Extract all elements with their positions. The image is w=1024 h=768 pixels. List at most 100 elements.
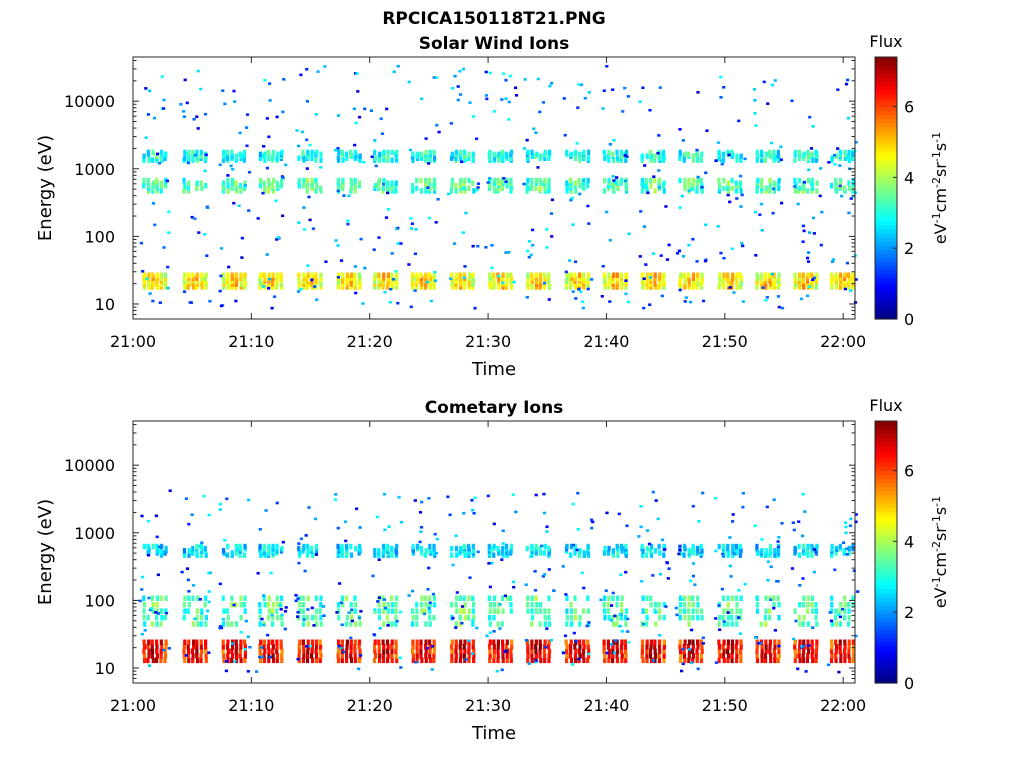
flux-cell bbox=[760, 157, 764, 163]
flux-cell bbox=[777, 305, 781, 309]
flux-cell bbox=[459, 545, 463, 552]
flux-cell bbox=[267, 639, 271, 645]
flux-cell bbox=[275, 281, 279, 287]
flux-cell bbox=[773, 639, 777, 645]
flux-cell bbox=[623, 86, 627, 90]
flux-cell bbox=[153, 223, 157, 227]
flux-cell bbox=[649, 278, 653, 284]
flux-cell bbox=[413, 499, 417, 502]
flux-cell bbox=[688, 648, 692, 651]
flux-cell bbox=[571, 290, 575, 293]
colorbar-frame bbox=[874, 420, 898, 684]
flux-cell bbox=[586, 595, 590, 601]
flux-cell bbox=[543, 149, 547, 156]
flux-cell bbox=[811, 216, 816, 220]
flux-cell bbox=[271, 608, 275, 614]
flux-cell bbox=[386, 208, 391, 211]
flux-cell bbox=[651, 659, 655, 662]
flux-cell bbox=[467, 284, 471, 290]
flux-cell bbox=[138, 599, 142, 603]
flux-cell bbox=[847, 149, 851, 156]
flux-cell bbox=[358, 526, 362, 529]
flux-cell bbox=[603, 653, 607, 659]
flux-cell bbox=[259, 552, 263, 558]
flux-cell bbox=[314, 648, 318, 654]
flux-cell bbox=[726, 149, 730, 156]
flux-cell bbox=[810, 284, 814, 290]
flux-cell bbox=[619, 272, 623, 278]
colorbar-segment bbox=[875, 212, 897, 218]
flux-cell bbox=[428, 275, 432, 281]
flux-cell bbox=[829, 619, 834, 623]
flux-cell bbox=[270, 183, 275, 189]
flux-cell bbox=[641, 608, 645, 614]
flux-cell bbox=[658, 86, 662, 89]
flux-cell bbox=[493, 188, 497, 194]
flux-cell bbox=[759, 642, 763, 645]
flux-cell bbox=[463, 648, 467, 654]
flux-cell bbox=[141, 575, 145, 579]
flux-cell bbox=[838, 639, 842, 645]
flux-cell bbox=[625, 524, 629, 528]
flux-cell bbox=[463, 149, 467, 156]
flux-cell bbox=[234, 299, 238, 303]
flux-cell bbox=[844, 82, 849, 86]
flux-cell bbox=[768, 608, 772, 614]
flux-cell bbox=[641, 284, 645, 290]
colorbar-segment bbox=[875, 188, 897, 193]
flux-cell bbox=[167, 647, 171, 650]
flux-cell bbox=[846, 621, 851, 627]
flux-cell bbox=[377, 614, 381, 621]
colorbar-segment bbox=[875, 179, 897, 185]
flux-cell bbox=[623, 644, 627, 650]
flux-cell bbox=[159, 149, 164, 156]
flux-cell bbox=[280, 613, 284, 617]
flux-cell bbox=[854, 278, 858, 281]
x-tick-label: 21:00 bbox=[110, 332, 156, 351]
flux-cell bbox=[492, 644, 496, 650]
flux-cell bbox=[336, 114, 341, 117]
flux-cell bbox=[586, 608, 591, 614]
colorbar-segment bbox=[875, 449, 897, 455]
flux-cell bbox=[534, 639, 538, 645]
colorbar-segment bbox=[875, 552, 897, 557]
flux-cell bbox=[768, 543, 773, 550]
flux-cell bbox=[651, 490, 655, 494]
flux-cell bbox=[646, 191, 650, 195]
flux-cell bbox=[565, 149, 569, 156]
flux-cell bbox=[839, 653, 843, 659]
flux-cell bbox=[687, 653, 691, 659]
flux-cell bbox=[799, 297, 804, 301]
flux-cell bbox=[730, 639, 734, 645]
flux-cell bbox=[314, 553, 318, 556]
flux-cell bbox=[460, 160, 464, 164]
flux-cell bbox=[195, 543, 199, 550]
flux-cell bbox=[547, 639, 551, 645]
flux-cell bbox=[394, 639, 398, 645]
flux-cell bbox=[234, 284, 238, 290]
flux-cell bbox=[735, 281, 739, 287]
colorbar-segment bbox=[875, 106, 897, 111]
flux-cell bbox=[793, 177, 797, 184]
flux-cell bbox=[496, 621, 500, 627]
flux-cell bbox=[851, 149, 855, 156]
flux-cell bbox=[179, 103, 183, 106]
flux-cell bbox=[395, 284, 399, 290]
flux-cell bbox=[509, 278, 513, 284]
flux-cell bbox=[238, 151, 242, 158]
flux-cell bbox=[847, 278, 851, 284]
flux-cell bbox=[658, 648, 662, 654]
flux-cell bbox=[649, 284, 653, 290]
flux-cell bbox=[619, 275, 623, 281]
flux-cell bbox=[337, 284, 341, 290]
flux-cell bbox=[683, 639, 687, 645]
flux-cell bbox=[390, 639, 394, 645]
flux-cell bbox=[811, 157, 815, 163]
colorbar-segment bbox=[875, 208, 897, 214]
flux-cell bbox=[687, 657, 691, 664]
flux-cell bbox=[755, 284, 759, 290]
flux-cell bbox=[818, 194, 822, 198]
colorbar-label: eV-1cm-2sr-1s-1 bbox=[930, 496, 951, 608]
